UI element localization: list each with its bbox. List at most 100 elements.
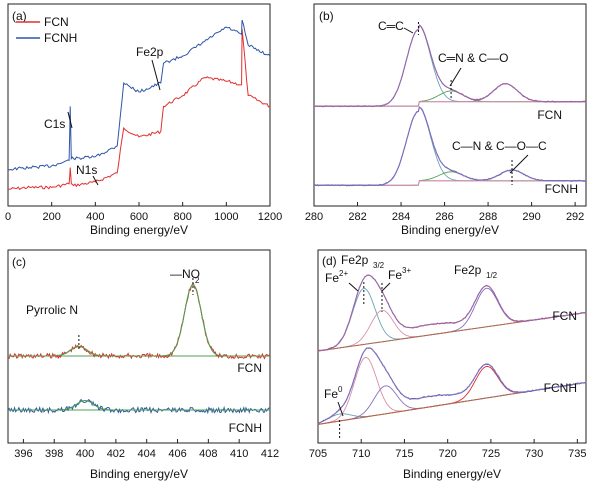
x-tick-label-b: 290 [522,211,540,223]
annotation-fe2p32-subscript: 3/2 [373,261,385,270]
x-tick-label-b: 288 [479,211,497,223]
series-fcn-survey [7,28,271,191]
annotation-fe2plus-superscript: 2+ [339,269,348,278]
x-tick-label-a: 1000 [214,211,238,223]
x-tick-label-c: 412 [261,448,279,460]
fit-component-c [8,284,270,357]
envelope-fit-d [317,274,587,352]
envelope-fit-b [314,24,586,107]
arrow-cn-co [449,67,462,87]
fit-component-b [314,24,586,107]
x-tick-label-c: 406 [168,448,186,460]
x-ticks-d: 705 710 715 720 725 730 735 [309,439,587,460]
x-ticks-c: 396 398 400 402 404 406 408 410 412 [14,439,279,460]
x-tick-label-b: 292 [566,211,584,223]
arrow-c-eq-c [403,27,414,34]
x-tick-label-b: 282 [348,211,366,223]
annotation-fe3plus: Fe [388,268,402,282]
x-tick-label-a: 200 [42,211,60,223]
x-axis-label-b: Binding energy/eV [401,223,499,237]
panel-c: (c) Pyrrolic N —NO 2 FCN FCNH 396 398 400 4… [7,249,279,481]
arrow-fe3plus [381,282,391,292]
series-label-d-fcnh: FCNH [544,381,577,395]
x-tick-label-c: 398 [45,448,63,460]
raw-data-d [318,274,586,352]
annotation-fe2plus: Fe [325,271,339,285]
annotation-fe0-superscript: 0 [338,385,343,394]
x-tick-label-c: 396 [14,448,32,460]
annotation-fe2p32: Fe2p [341,253,369,267]
x-tick-label-a: 400 [86,211,104,223]
annotation-no2: —NO [170,267,200,281]
x-tick-label-a: 0 [5,211,11,223]
x-tick-label-d: 720 [438,448,456,460]
x-tick-label-b: 280 [305,211,323,223]
annotation-n1s: N1s [76,163,97,177]
series-label-b-fcn: FCN [537,108,562,122]
x-tick-label-a: 600 [130,211,148,223]
series-label-d-fcn: FCN [552,309,577,323]
raw-data-c [7,283,271,360]
x-tick-label-a: 800 [173,211,191,223]
annotation-no2-subscript: 2 [195,276,200,285]
x-axis-label-a: Binding energy/eV [90,223,188,237]
fit-component-d [317,366,587,425]
x-axis-label-c: Binding energy/eV [90,467,188,481]
annotation-c1s: C1s [44,117,65,131]
x-tick-label-a: 1200 [258,211,282,223]
series-label-c-fcnh: FCNH [229,421,262,435]
envelope-fit-c [8,400,270,411]
annotation-fe2p: Fe2p [136,45,164,59]
annotation-fe2p12-subscript: 1/2 [486,271,498,280]
annotation-c-eq-c: C═C [378,19,404,33]
annotation-cn-co: C═N & C—O [438,51,509,65]
legend-label-fcnh: FCNH [44,31,77,45]
x-tick-label-c: 408 [199,448,217,460]
x-tick-label-d: 705 [309,448,327,460]
arrow-fe2p [151,59,161,91]
annotation-cn-coc: C—N & C—O—C [452,139,547,153]
x-tick-label-b: 284 [392,211,410,223]
annotation-pyrrolic-n: Pyrrolic N [26,303,78,317]
x-tick-label-c: 404 [138,448,156,460]
x-tick-label-b: 286 [435,211,453,223]
x-ticks-a: 0 200 400 600 800 1000 1200 [5,202,282,223]
x-tick-label-c: 410 [230,448,248,460]
raw-data-b [313,24,587,108]
envelope-fit-d [317,347,587,424]
fit-component-b [314,83,586,107]
annotation-fe3plus-superscript: 3+ [402,266,411,275]
plot-frame-d [317,249,587,444]
x-tick-label-d: 710 [352,448,370,460]
envelope-fit-b [314,106,586,186]
annotation-fe0: Fe [324,387,338,401]
panel-label-b: (b) [319,9,334,23]
x-axis-label-d: Binding energy/eV [403,467,501,481]
raw-data-c [7,398,271,415]
legend-label-fcn: FCN [44,15,69,29]
envelope-fit-c [8,284,270,357]
plot-frame-c [7,249,271,444]
arrow-fe2plus [348,282,359,292]
curves-b [313,22,587,187]
series-fcnh-survey [7,19,271,171]
panel-d: (d) Fe2p 3/2 Fe 2+ Fe 3+ Fe2p 1/2 Fe 0 F… [309,249,587,481]
x-tick-label-c: 402 [107,448,125,460]
series-label-c-fcn: FCN [237,361,262,375]
panel-b: (b) C═C C═N & C—O C—N & C—O—C FCN FCNH 2… [305,3,587,237]
x-tick-label-d: 715 [395,448,413,460]
plot-frame-b [313,3,587,207]
annotation-fe2p12: Fe2p [454,263,482,277]
panel-label-c: (c) [12,255,26,269]
x-tick-label-c: 400 [76,448,94,460]
arrow-fe0 [337,401,344,417]
x-tick-label-d: 725 [482,448,500,460]
curves-d [317,274,587,440]
series-label-b-fcnh: FCNH [545,182,578,196]
panel-label-d: (d) [322,254,337,268]
arrow-cn-coc [509,154,529,174]
arrow-c1s [67,111,73,129]
x-tick-label-d: 730 [525,448,543,460]
fit-component-b [314,90,586,107]
